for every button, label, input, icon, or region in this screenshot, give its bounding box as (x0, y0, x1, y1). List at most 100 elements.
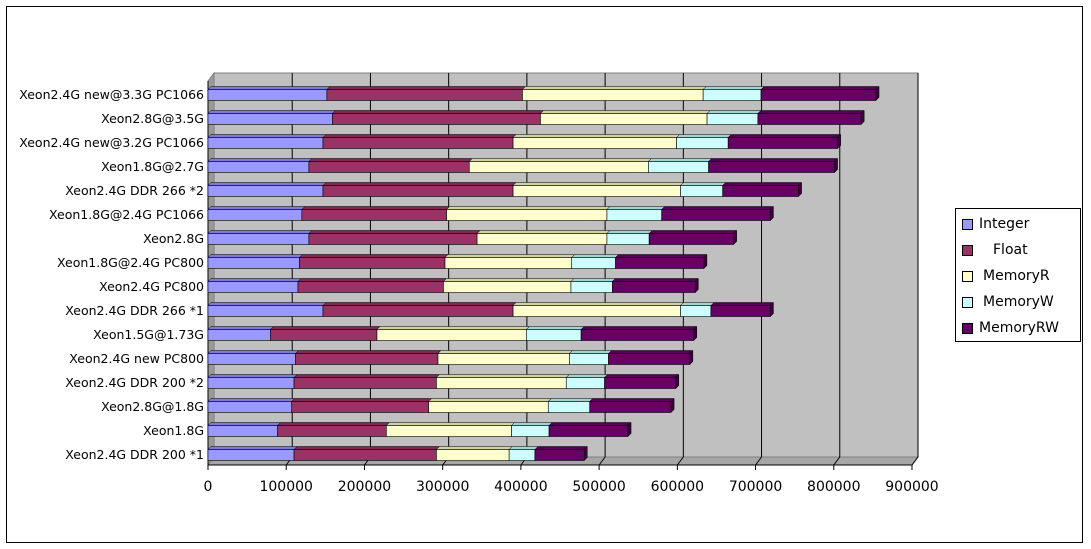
bar-top-memoryw (606, 230, 653, 234)
bar-segment-memoryr (436, 449, 510, 461)
bar-top-memoryrw (580, 326, 698, 330)
bar-top-memoryr (435, 374, 570, 378)
category-label: Xeon2.8G@1.8G (101, 399, 204, 414)
bar-top-float (326, 86, 527, 90)
bar-segment-memoryr (512, 185, 681, 197)
category-label: Xeon2.8G (143, 231, 204, 246)
bar-top-integer (207, 350, 300, 354)
category-label: Xeon1.8G@2.7G (101, 159, 204, 174)
bar-end-cap (834, 157, 838, 174)
legend-item-memoryrw: MemoryRW (962, 318, 1059, 338)
bar-top-memoryrw (614, 254, 708, 258)
bar-segment-memoryrw (648, 233, 734, 245)
bar-top-integer (207, 302, 327, 306)
bar-segment-integer (207, 281, 299, 293)
bar-top-integer (207, 374, 298, 378)
bar-segment-memoryw (526, 329, 582, 341)
bar-top-float (322, 134, 517, 138)
category-label: Xeon2.4G new PC800 (69, 351, 204, 366)
bar-top-memoryr (512, 134, 681, 138)
bar-end-cap (670, 397, 675, 414)
bar-segment-memoryrw (608, 353, 691, 365)
bar-segment-memoryr (522, 89, 704, 101)
bar-end-cap (770, 301, 774, 318)
bar-segment-integer (207, 161, 310, 173)
bar-top-memoryrw (611, 278, 699, 282)
bar-segment-integer (207, 305, 324, 317)
bar-top-integer (207, 422, 282, 426)
legend-swatch-memoryrw (962, 322, 973, 334)
bar-top-integer (207, 110, 336, 114)
bar-segment-integer (207, 185, 324, 197)
bar-top-memoryr (435, 446, 513, 450)
bar-top-integer (207, 134, 327, 138)
bar-top-memoryw (702, 86, 765, 90)
bar-segment-memoryw (511, 425, 550, 437)
legend-item-memoryw: MemoryW (962, 292, 1054, 312)
bar-segment-memoryr (428, 401, 549, 413)
category-label: Xeon2.4G DDR 200 *2 (65, 375, 204, 390)
bar-segment-memoryr (443, 281, 572, 293)
bar-segment-memoryrw (727, 137, 838, 149)
bar-end-cap (703, 253, 708, 270)
bar-top-memoryw (510, 422, 553, 426)
bar-segment-float (297, 281, 444, 293)
x-tick-label: 400000 (494, 479, 547, 495)
bar-segment-memoryrw (710, 305, 771, 317)
gridline-floor (676, 456, 684, 466)
bar-segment-memoryw (702, 89, 762, 101)
bar-segment-float (295, 353, 439, 365)
bar-top-memoryrw (648, 230, 738, 234)
bar-segment-memoryrw (760, 89, 877, 101)
bar-segment-memoryrw (580, 329, 695, 341)
bar-top-memoryw (568, 350, 613, 354)
bar-top-integer (207, 278, 302, 282)
bar-top-memoryw (571, 254, 620, 258)
bar-top-float (297, 278, 448, 282)
bar-top-float (298, 254, 449, 258)
bar-segment-integer (207, 353, 296, 365)
bar-segment-memoryrw (615, 257, 705, 269)
legend-item-integer: Integer (962, 214, 1029, 234)
bar-segment-float (322, 305, 514, 317)
bar-top-integer (207, 230, 313, 234)
bar-segment-memoryr (468, 161, 649, 173)
bar-end-cap (689, 349, 694, 366)
legend-swatch-integer (962, 218, 973, 230)
bar-top-memoryw (675, 134, 732, 138)
legend-item-float: Float (962, 240, 1028, 260)
bar-segment-memoryrw (661, 209, 771, 221)
legend-swatch-memoryr (962, 270, 973, 282)
legend-label-memoryrw: MemoryRW (979, 320, 1059, 336)
bar-top-float (322, 302, 517, 306)
bar-segment-memoryr (437, 353, 570, 365)
bar-segment-memoryr (512, 137, 677, 149)
bar-end-cap (860, 109, 865, 126)
bar-segment-memoryw (569, 353, 609, 365)
bar-segment-float (308, 233, 478, 245)
bar-segment-memoryr (386, 425, 512, 437)
bar-end-cap (695, 277, 699, 294)
bar-end-cap (675, 373, 680, 390)
bar-segment-integer (207, 137, 324, 149)
bar-top-memoryr (445, 206, 611, 210)
bar-segment-integer (207, 257, 300, 269)
bar-segment-memoryw (648, 161, 709, 173)
bar-segment-memoryr (476, 233, 608, 245)
legend-swatch-memoryw (962, 296, 973, 308)
legend-label-memoryr: MemoryR (983, 268, 1050, 284)
gridline-floor (598, 456, 606, 466)
bar-top-memoryrw (607, 350, 694, 354)
bar-top-memoryr (376, 326, 530, 330)
bar-top-float (293, 374, 441, 378)
bar-top-memoryw (508, 446, 539, 450)
bar-segment-memoryw (571, 257, 616, 269)
bar-top-integer (207, 446, 298, 450)
bar-segment-memoryw (508, 449, 536, 461)
bar-segment-integer (207, 377, 295, 389)
bar-segment-memoryr (376, 329, 527, 341)
category-label: Xeon1.8G (143, 423, 204, 438)
bar-segment-float (322, 185, 514, 197)
legend-label-integer: Integer (979, 216, 1030, 232)
bar-top-memoryr (442, 278, 575, 282)
